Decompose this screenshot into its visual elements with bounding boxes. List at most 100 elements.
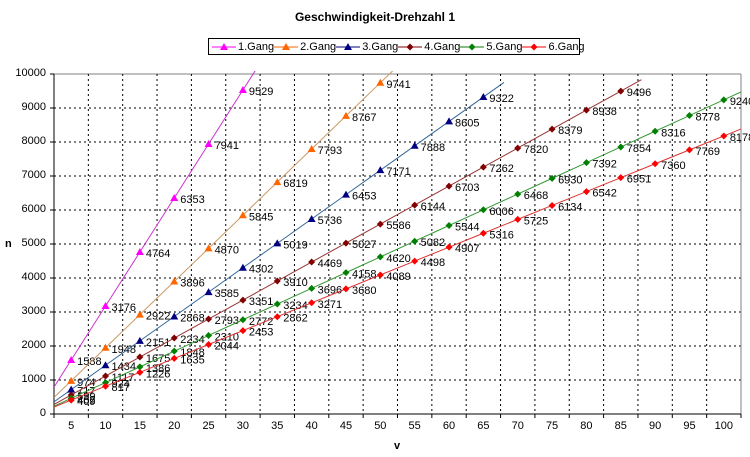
data-label: 3271 [318, 299, 342, 311]
data-label: 1386 [146, 363, 170, 375]
data-label: 7392 [592, 159, 616, 171]
diamond-marker [479, 163, 487, 171]
diamond-marker [170, 354, 178, 362]
data-label: 4620 [386, 253, 410, 265]
data-label: 3696 [318, 284, 342, 296]
triangle-marker [67, 385, 76, 393]
diamond-marker [479, 229, 487, 237]
x-tick-label: 65 [477, 420, 490, 432]
diamond-marker [136, 368, 144, 376]
y-tick-label: 1000 [21, 373, 46, 385]
data-label: 9496 [627, 87, 651, 99]
triangle-marker [135, 336, 144, 344]
data-label: 2772 [249, 316, 273, 328]
data-label: 5544 [455, 222, 479, 234]
triangle-marker [307, 145, 316, 153]
diamond-marker-icon [398, 43, 423, 50]
data-label: 6542 [592, 188, 616, 200]
data-label: 2793 [215, 315, 239, 327]
x-tick-label: 85 [614, 420, 627, 432]
data-label: 6703 [455, 182, 479, 194]
data-label: 3234 [283, 300, 307, 312]
diamond-marker [273, 313, 281, 321]
diamond-marker-icon [460, 43, 485, 50]
data-label: 8767 [352, 112, 376, 124]
data-label: 4498 [421, 257, 445, 269]
diamond-marker [685, 112, 693, 120]
data-label: 7820 [524, 144, 548, 156]
data-label: 9529 [249, 86, 273, 98]
triangle-marker [410, 141, 419, 149]
data-label: 6134 [558, 201, 582, 213]
data-label: 1226 [146, 368, 170, 380]
series-line-2-Gang [54, 71, 394, 398]
diamond-marker [67, 396, 75, 404]
data-label: 5019 [283, 239, 307, 251]
diamond-marker [342, 285, 350, 293]
triangle-marker [238, 263, 247, 271]
data-label: 9322 [489, 93, 513, 105]
triangle-marker-icon [336, 42, 361, 50]
y-tick-label: 6000 [21, 203, 46, 215]
diamond-marker [582, 159, 590, 167]
y-tick-label: 9000 [21, 101, 46, 113]
data-label: 1848 [180, 347, 204, 359]
y-tick-label: 4000 [21, 271, 46, 283]
data-label: 4764 [146, 248, 170, 260]
data-label: 4907 [455, 243, 479, 255]
x-tick-label: 70 [511, 420, 524, 432]
legend-label: 5.Gang [486, 40, 523, 53]
x-tick-label: 15 [133, 420, 146, 432]
data-label: 5586 [386, 220, 410, 232]
data-label: 5027 [352, 239, 376, 251]
diamond-marker [239, 296, 247, 304]
triangle-marker [101, 343, 110, 351]
y-tick-label: 0 [39, 407, 46, 419]
diamond-marker [514, 215, 522, 223]
data-label: 9240 [730, 96, 750, 108]
diamond-marker [411, 237, 419, 245]
data-label: 7769 [695, 146, 719, 158]
data-label: 3896 [180, 278, 204, 290]
triangle-marker [341, 190, 350, 198]
x-tick-label: 10 [99, 420, 112, 432]
y-tick-label: 5000 [21, 237, 46, 249]
x-tick-label: 20 [168, 420, 181, 432]
y-tick-label: 10000 [15, 67, 46, 79]
data-label: 8316 [661, 127, 685, 139]
triangle-marker [170, 277, 179, 285]
triangle-marker [341, 111, 350, 119]
x-tick-label: 100 [714, 420, 733, 432]
data-label: 5725 [524, 215, 548, 227]
triangle-marker [376, 78, 385, 86]
chart-legend: 1.Gang 2.Gang 3.Gang 4.Gang 5.Gang 6.Gang [208, 38, 585, 55]
diamond-marker [136, 353, 144, 361]
data-label: 6930 [558, 174, 582, 186]
data-label: 2044 [215, 341, 239, 353]
y-tick-label: 3000 [21, 305, 46, 317]
diamond-marker [308, 299, 316, 307]
legend-item: 5.Gang [460, 41, 522, 53]
data-label: 8605 [455, 117, 479, 129]
diamond-marker [376, 253, 384, 261]
triangle-marker [204, 140, 213, 148]
diamond-marker-icon [522, 43, 547, 50]
triangle-marker [238, 86, 247, 94]
data-label: 2453 [249, 327, 273, 339]
triangle-marker [238, 211, 247, 219]
legend-item: 6.Gang [522, 41, 585, 53]
chart-title: Geschwindigkeit-Drehzahl 1 [294, 10, 456, 24]
diamond-marker [205, 315, 213, 323]
diamond-marker [342, 269, 350, 277]
data-label: 6006 [489, 206, 513, 218]
series-line-1-Gang [54, 71, 256, 388]
legend-item: 1.Gang [212, 41, 274, 53]
diamond-marker [273, 300, 281, 308]
diamond-marker [308, 284, 316, 292]
data-label: 7941 [215, 140, 239, 152]
data-label: 6353 [180, 194, 204, 206]
triangle-marker [67, 356, 76, 364]
triangle-marker-icon [274, 42, 299, 50]
x-tick-label: 50 [374, 420, 387, 432]
diamond-marker [514, 144, 522, 152]
